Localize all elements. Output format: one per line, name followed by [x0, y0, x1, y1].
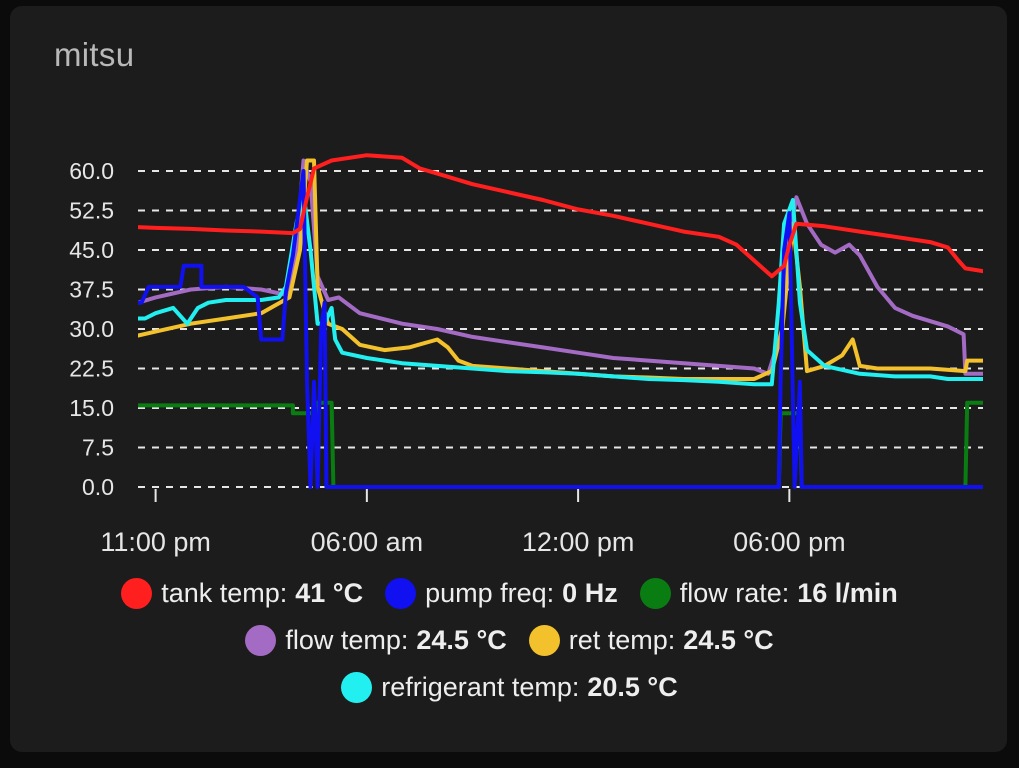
card-title: mitsu — [54, 36, 135, 73]
legend-label: ret temp: — [568, 625, 676, 655]
pump-freq-color-dot — [385, 578, 417, 609]
legend-label: refrigerant temp: — [381, 672, 580, 702]
legend-row-1: tank temp: 41 °C pump freq: 0 Hz flow ra… — [0, 570, 1019, 617]
y-tick-label: 30.0 — [69, 316, 114, 342]
series-line-tank-temp[interactable] — [120, 153, 983, 279]
legend-row-3: refrigerant temp: 20.5 °C — [0, 664, 1019, 711]
legend-item-ret-temp[interactable]: ret temp: 24.5 °C — [528, 625, 774, 656]
legend-value: 41 °C — [295, 578, 364, 608]
series-line-ret-temp[interactable] — [120, 158, 983, 381]
x-tick-label: 12:00 pm — [522, 527, 635, 557]
series-lines — [120, 153, 983, 489]
y-tick-label: 7.5 — [82, 435, 114, 461]
grid-lines — [138, 170, 983, 488]
y-tick-label: 15.0 — [69, 395, 114, 421]
flow-temp-color-dot — [245, 625, 277, 656]
y-tick-label: 60.0 — [69, 158, 114, 184]
chart-card: mitsu — [10, 6, 1007, 752]
y-tick-label: 45.0 — [69, 237, 114, 263]
x-tick-label: 06:00 pm — [733, 527, 846, 557]
legend-item-flow-temp[interactable]: flow temp: 24.5 °C — [245, 625, 507, 656]
legend-row-2: flow temp: 24.5 °C ret temp: 24.5 °C — [0, 617, 1019, 664]
y-axis-ticks: 60.0 52.5 45.0 37.5 30.0 22.5 15.0 7.5 0.0 — [69, 158, 114, 500]
legend-label: pump freq: — [425, 578, 555, 608]
legend-item-pump-freq[interactable]: pump freq: 0 Hz — [385, 578, 618, 609]
legend-item-tank-temp[interactable]: tank temp: 41 °C — [121, 578, 363, 609]
y-tick-label: 37.5 — [69, 277, 114, 303]
x-tick-label: 11:00 pm — [100, 527, 211, 557]
y-tick-label: 22.5 — [69, 356, 114, 382]
legend-label: tank temp: — [161, 578, 288, 608]
series-line-refrigerant-temp[interactable] — [120, 190, 983, 387]
legend-label: flow rate: — [679, 578, 790, 608]
history-chart: 60.0 52.5 45.0 37.5 30.0 22.5 15.0 7.5 0.0 11:00… — [69, 153, 983, 557]
ret-temp-color-dot — [528, 625, 560, 656]
legend: tank temp: 41 °C pump freq: 0 Hz flow ra… — [0, 570, 1019, 711]
legend-label: flow temp: — [285, 625, 409, 655]
legend-value: 16 l/min — [797, 578, 898, 608]
y-tick-label: 52.5 — [69, 198, 114, 224]
tank-temp-color-dot — [121, 578, 153, 609]
x-tick-label: 06:00 am — [311, 527, 424, 557]
legend-value: 24.5 °C — [683, 625, 774, 655]
series-line-pump-freq[interactable] — [120, 169, 983, 489]
legend-item-refrigerant-temp[interactable]: refrigerant temp: 20.5 °C — [341, 672, 678, 703]
legend-value: 0 Hz — [562, 578, 618, 608]
refrigerant-temp-color-dot — [341, 672, 373, 703]
y-tick-label: 0.0 — [82, 474, 114, 500]
series-line-flow-rate[interactable] — [120, 400, 983, 489]
flow-rate-color-dot — [639, 578, 671, 609]
legend-value: 20.5 °C — [587, 672, 678, 702]
legend-value: 24.5 °C — [416, 625, 507, 655]
x-axis-ticks: 11:00 pm 06:00 am 12:00 pm 06:00 pm — [100, 489, 846, 557]
legend-item-flow-rate[interactable]: flow rate: 16 l/min — [639, 578, 898, 609]
